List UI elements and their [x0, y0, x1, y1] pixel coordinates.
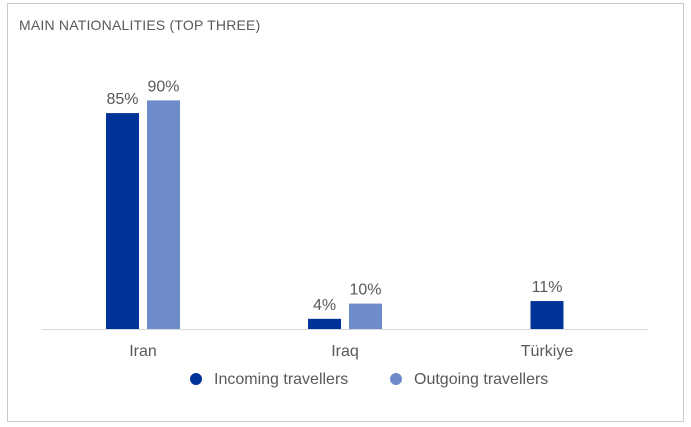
legend-label: Incoming travellers [214, 371, 348, 388]
bar-outgoing-travellers-iraq [349, 303, 382, 329]
bar-incoming-travellers-iraq [308, 318, 341, 329]
data-label: 90% [147, 78, 179, 95]
legend-label: Outgoing travellers [414, 371, 548, 388]
x-tick-label: Iran [129, 343, 157, 360]
x-tick-label: Türkiye [521, 343, 574, 360]
chart-title: MAIN NATIONALITIES (TOP THREE) [19, 17, 261, 33]
legend-marker [190, 373, 202, 385]
legend-marker [390, 373, 402, 385]
data-label: 85% [106, 91, 138, 108]
data-label: 4% [313, 297, 336, 314]
data-label: 10% [349, 282, 381, 299]
x-tick-label: Iraq [331, 343, 359, 360]
bar-outgoing-travellers-iran [147, 100, 180, 330]
bar-incoming-travellers-iran [106, 113, 139, 329]
bar-incoming-travellers-türkiye [530, 301, 564, 329]
chart-frame: MAIN NATIONALITIES (TOP THREE) 85% 90% 4% 1… [7, 3, 684, 422]
data-label: 11% [532, 279, 563, 296]
bar-chart: 85% 90% 4% 10% 11% Iran Iraq Türkiye Incoming … [42, 78, 648, 388]
